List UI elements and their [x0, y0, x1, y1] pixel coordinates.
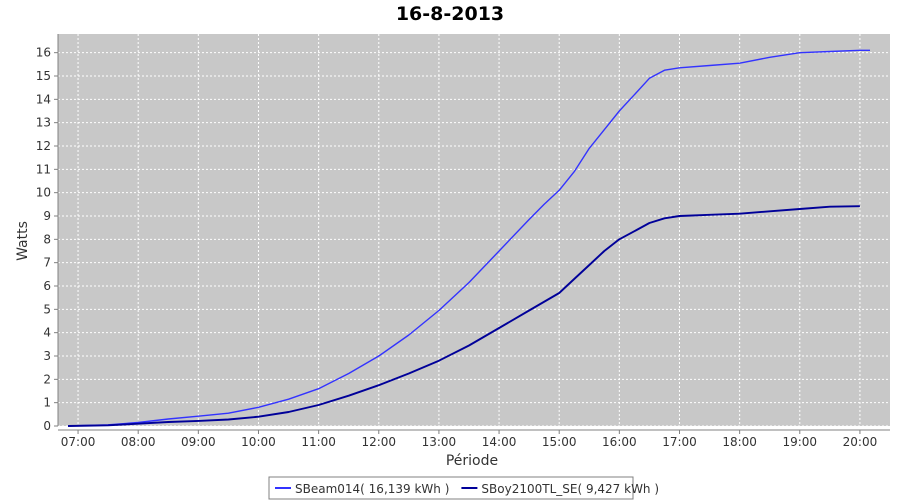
x-tick-label: 14:00: [482, 435, 517, 449]
chart-title: 16-8-2013: [396, 3, 504, 25]
x-tick-label: 19:00: [782, 435, 817, 449]
y-tick-label: 4: [43, 326, 51, 340]
series-lines: [67, 49, 870, 427]
x-tick-label: 20:00: [843, 435, 878, 449]
x-tick-label: 17:00: [662, 435, 697, 449]
y-tick-label: 11: [36, 162, 51, 176]
y-tick-label: 7: [43, 256, 51, 270]
y-tick-label: 15: [36, 69, 51, 83]
plot-area: [58, 34, 890, 426]
x-tick-label: 11:00: [301, 435, 336, 449]
y-tick-label: 14: [36, 92, 51, 106]
legend: SBeam014( 16,139 kWh ) SBoy2100TL_SE( 9,4…: [268, 476, 659, 500]
y-tick-label: 0: [43, 419, 51, 433]
x-tick-label: 18:00: [722, 435, 757, 449]
y-tick-label: 3: [43, 349, 51, 363]
y-tick-label: 8: [43, 232, 51, 246]
y-axis-label: Watts: [15, 221, 31, 261]
series-line-1: [67, 49, 870, 427]
x-tick-label: 07:00: [61, 435, 96, 449]
x-tick-label: 12:00: [361, 435, 396, 449]
legend-entry-2: SBoy2100TL_SE( 9,427 kWh ): [481, 482, 659, 496]
series-line-2: [67, 205, 860, 427]
legend-entry-1: SBeam014( 16,139 kWh ): [295, 482, 449, 496]
x-tick-label: 15:00: [542, 435, 577, 449]
plot-background: [58, 34, 890, 426]
x-axis-label: Période: [446, 453, 498, 469]
x-tick-label: 08:00: [121, 435, 156, 449]
y-tick-label: 5: [43, 302, 51, 316]
legend-box: [268, 476, 634, 500]
x-tick-label: 13:00: [422, 435, 457, 449]
grid-lines: [58, 34, 890, 427]
x-tick-label: 09:00: [181, 435, 216, 449]
y-tick-label: 12: [36, 139, 51, 153]
y-tick-label: 6: [43, 279, 51, 293]
y-tick-label: 2: [43, 372, 51, 386]
y-tick-label: 16: [36, 46, 51, 60]
y-tick-label: 10: [36, 186, 51, 200]
x-tick-labels: 07:00 08:00 09:00 10:00 11:00 12:00 13:00 14:00…: [61, 430, 877, 449]
x-tick-label: 10:00: [241, 435, 276, 449]
y-tick-label: 1: [43, 396, 51, 410]
y-tick-label: 9: [43, 209, 51, 223]
x-tick-label: 16:00: [602, 435, 637, 449]
y-tick-label: 13: [36, 116, 51, 130]
